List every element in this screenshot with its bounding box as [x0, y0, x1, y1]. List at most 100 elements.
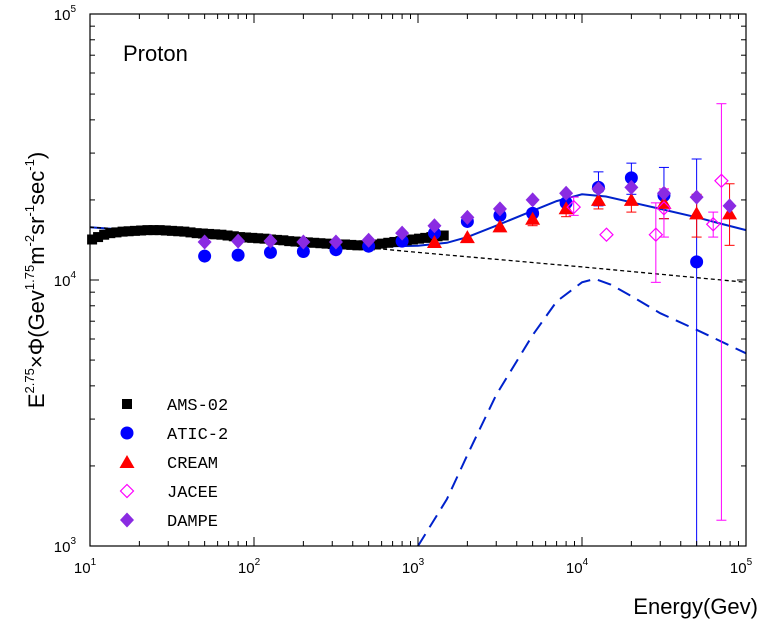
- y-tick-exp: 5: [70, 4, 76, 15]
- cream-point: [558, 201, 574, 215]
- atic-2-point: [690, 255, 704, 269]
- panel-label: Proton: [123, 41, 188, 66]
- dampe-point: [395, 225, 410, 241]
- ams-02-point: [370, 239, 381, 250]
- ams-02-point: [407, 234, 418, 245]
- x-tick-label: 105: [730, 557, 753, 577]
- ams-02-point: [309, 237, 320, 248]
- y-tick-label: 105: [54, 4, 77, 24]
- dampe-point: [624, 179, 639, 195]
- ams-02-point: [154, 225, 165, 236]
- dampe-point: [263, 233, 278, 249]
- ams-02-point: [185, 227, 196, 238]
- jacee-point: [599, 227, 614, 243]
- y-title-mid: ×Φ(Gev: [24, 290, 49, 368]
- ams-02-point: [383, 237, 394, 248]
- dampe-point: [231, 233, 246, 249]
- ams-02-point: [253, 233, 264, 244]
- legend-label-ams-02: AMS-02: [167, 397, 228, 416]
- cream-point: [525, 211, 541, 225]
- ams-02-point: [166, 225, 177, 236]
- ams-02-point: [105, 228, 116, 239]
- y-title-base: E: [24, 393, 49, 408]
- ams-02-point: [222, 230, 233, 241]
- atic-2-point: [329, 243, 343, 257]
- jacee-point: [566, 199, 582, 215]
- y-tick-base: 10: [54, 539, 71, 556]
- curve-dashed: [417, 277, 747, 547]
- ams-02-point: [420, 232, 431, 243]
- dampe-point: [328, 234, 343, 250]
- x-tick-exp: 2: [255, 557, 261, 568]
- dampe-point: [492, 201, 507, 217]
- ams-02-point: [278, 235, 289, 246]
- y-title-sr: sr: [24, 217, 49, 235]
- y-title-exp2: 1.75: [22, 265, 37, 290]
- jacee-point: [705, 216, 721, 232]
- ams-02-point: [414, 233, 425, 244]
- legend: AMS-02 ATIC-2 CREAM JACEE DAMPE: [119, 397, 228, 532]
- ams-02-point: [117, 226, 128, 237]
- y-tick-label: 104: [54, 270, 77, 290]
- x-tick-label: 103: [402, 557, 425, 577]
- dampe-point: [427, 218, 442, 234]
- ams-02-point: [179, 226, 190, 237]
- ams-02-point: [99, 229, 110, 240]
- dampe-point: [722, 198, 737, 214]
- ams-02-point: [129, 225, 140, 236]
- y-title-sec: sec: [24, 171, 49, 205]
- x-tick-base: 10: [402, 560, 419, 577]
- atic-2-point: [395, 234, 409, 248]
- jacee-point: [648, 227, 664, 243]
- data-points: [87, 171, 738, 269]
- ams-02-point: [173, 226, 184, 237]
- ams-02-point: [123, 226, 134, 237]
- y-title-m: m: [24, 246, 49, 264]
- ams-02-point: [271, 234, 282, 245]
- legend-label-cream: CREAM: [167, 455, 218, 474]
- cream-point: [459, 230, 475, 244]
- ams-02-point: [321, 238, 332, 249]
- dampe-point: [460, 209, 475, 225]
- ams-02-point: [136, 225, 147, 236]
- ams-02-point: [204, 228, 215, 239]
- ams-02-point: [148, 225, 159, 236]
- dampe-point: [197, 234, 212, 250]
- legend-marker-dampe: [120, 512, 134, 528]
- x-tick-exp: 3: [419, 557, 425, 568]
- x-tick-base: 10: [238, 560, 255, 577]
- ams-02-point: [340, 239, 351, 250]
- x-tick-base: 10: [74, 560, 91, 577]
- ams-02-point: [259, 233, 270, 244]
- ams-02-point: [87, 234, 98, 245]
- cream-point: [590, 192, 606, 206]
- atic-2-point: [296, 244, 310, 258]
- y-tick-base: 10: [54, 273, 71, 290]
- x-tick-exp: 5: [747, 557, 753, 568]
- x-axis-title: Energy(Gev): [633, 594, 758, 619]
- ams-02-point: [389, 236, 400, 247]
- y-axis-title: E2.75×Φ(Gev1.75m-2sr-1sec-1): [22, 152, 49, 408]
- atic-2-point: [263, 245, 277, 259]
- dampe-point: [559, 185, 574, 201]
- y-tick-exp: 4: [70, 270, 76, 281]
- dampe-point: [525, 192, 540, 208]
- ams-02-point: [241, 232, 252, 243]
- legend-label-jacee: JACEE: [167, 484, 218, 503]
- y-title-exp4: -1: [22, 205, 37, 217]
- ams-02-point: [197, 228, 208, 239]
- x-tick-exp: 1: [91, 557, 97, 568]
- atic-2-point: [624, 171, 638, 185]
- legend-marker-cream: [119, 455, 135, 468]
- ams-02-point: [228, 231, 239, 242]
- ams-02-point: [142, 225, 153, 236]
- dampe-point: [656, 185, 671, 201]
- atic-2-point: [231, 248, 245, 262]
- ams-02-point: [290, 236, 301, 247]
- legend-marker-atic-2: [120, 426, 134, 440]
- jacee-point: [714, 173, 729, 189]
- ams-02-point: [377, 238, 388, 249]
- x-tick-base: 10: [730, 560, 747, 577]
- ams-02-point: [352, 240, 363, 251]
- legend-marker-ams-02: [122, 399, 132, 409]
